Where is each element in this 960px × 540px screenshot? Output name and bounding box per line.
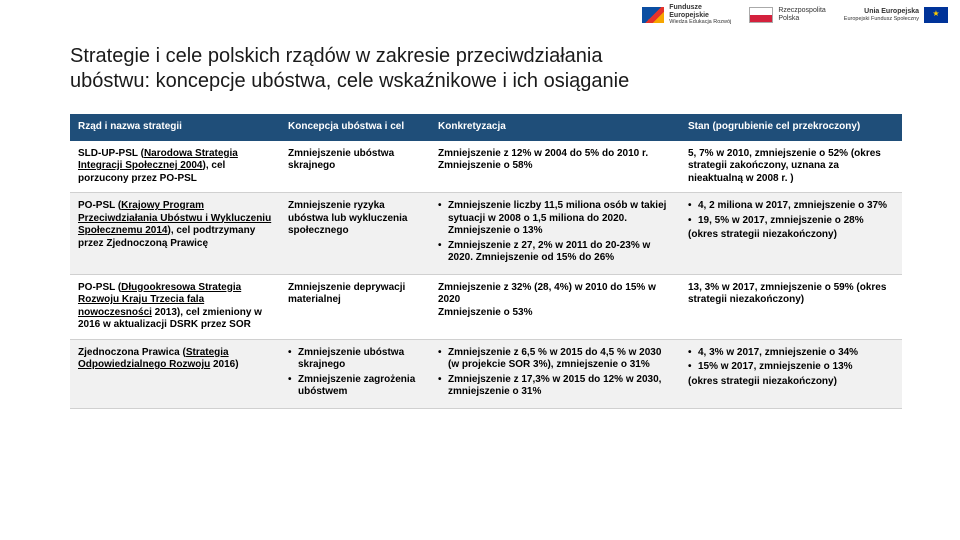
logo-eu: Unia Europejska Europejski Fundusz Społe… <box>844 7 948 23</box>
page-title: Strategie i cele polskich rządów w zakre… <box>70 44 660 94</box>
table-header-row: Rząd i nazwa strategii Koncepcja ubóstwa… <box>70 114 902 141</box>
fe-icon <box>642 7 664 23</box>
cell-gov: Zjednoczona Prawica (Strategia Odpowiedz… <box>70 339 280 408</box>
col-gov: Rząd i nazwa strategii <box>70 114 280 141</box>
cell-gov: PO-PSL (Krajowy Program Przeciwdziałania… <box>70 193 280 275</box>
cell-status: 4, 3% w 2017, zmniejszenie o 34%15% w 20… <box>680 339 902 408</box>
logo-fe: Fundusze Europejskie Wiedza Edukacja Roz… <box>642 4 731 25</box>
cell-detail: Zmniejszenie z 32% (28, 4%) w 2010 do 15… <box>430 274 680 339</box>
rp-flag-icon <box>749 7 773 23</box>
col-status: Stan (pogrubienie cel przekroczony) <box>680 114 902 141</box>
logo-rp: Rzeczpospolita Polska <box>749 7 825 23</box>
table-row: Zjednoczona Prawica (Strategia Odpowiedz… <box>70 339 902 408</box>
table-row: PO-PSL (Krajowy Program Przeciwdziałania… <box>70 193 902 275</box>
cell-detail: Zmniejszenie z 6,5 % w 2015 do 4,5 % w 2… <box>430 339 680 408</box>
cell-detail: Zmniejszenie z 12% w 2004 do 5% do 2010 … <box>430 141 680 193</box>
cell-status: 13, 3% w 2017, zmniejszenie o 59% (okres… <box>680 274 902 339</box>
cell-gov: SLD-UP-PSL (Narodowa Strategia Integracj… <box>70 141 280 193</box>
cell-detail: Zmniejszenie liczby 11,5 miliona osób w … <box>430 193 680 275</box>
cell-concept: Zmniejszenie ubóstwa skrajnego <box>280 141 430 193</box>
cell-concept: Zmniejszenie ryzyka ubóstwa lub wyklucze… <box>280 193 430 275</box>
eu-line2: Europejski Fundusz Społeczny <box>844 16 919 22</box>
cell-status: 5, 7% w 2010, zmniejszenie o 52% (okres … <box>680 141 902 193</box>
strategy-table: Rząd i nazwa strategii Koncepcja ubóstwa… <box>70 114 902 409</box>
col-detail: Konkretyzacja <box>430 114 680 141</box>
cell-gov: PO-PSL (Długookresowa Strategia Rozwoju … <box>70 274 280 339</box>
cell-status: 4, 2 miliona w 2017, zmniejszenie o 37%1… <box>680 193 902 275</box>
eu-flag-icon: ★ <box>924 7 948 23</box>
cell-concept: Zmniejszenie ubóstwa skrajnegoZmniejszen… <box>280 339 430 408</box>
table-row: PO-PSL (Długookresowa Strategia Rozwoju … <box>70 274 902 339</box>
fe-line1: Fundusze <box>669 4 731 12</box>
eu-line1: Unia Europejska <box>844 8 919 16</box>
col-concept: Koncepcja ubóstwa i cel <box>280 114 430 141</box>
fe-line3: Wiedza Edukacja Rozwój <box>669 19 731 25</box>
header-logos: Fundusze Europejskie Wiedza Edukacja Roz… <box>642 4 948 25</box>
rp-line1: Rzeczpospolita <box>778 7 825 15</box>
table-row: SLD-UP-PSL (Narodowa Strategia Integracj… <box>70 141 902 193</box>
cell-concept: Zmniejszenie deprywacji materialnej <box>280 274 430 339</box>
fe-line2: Europejskie <box>669 12 731 20</box>
rp-line2: Polska <box>778 15 825 23</box>
